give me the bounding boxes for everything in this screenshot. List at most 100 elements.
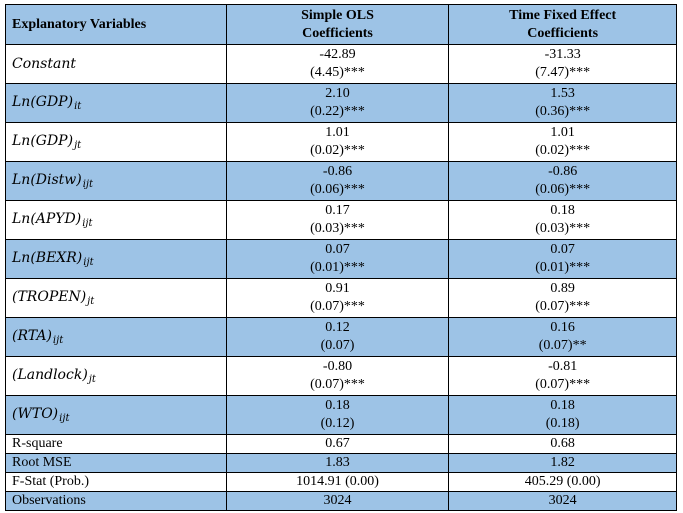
table-row: (RTA)ijt 0.12 (0.07) 0.16 (0.07)** [5,317,677,357]
variable-name: Constant [12,55,76,72]
header-simple-ols-line1: Simple OLS [301,7,374,23]
variable-subscript: jt [74,140,82,151]
header-time-fixed-effect: Time Fixed Effect Coefficients [448,4,677,45]
time-fixed-effect-cell: 0.16 (0.07)** [448,317,677,357]
variable-label-cell: Ln(GDP)jt [5,122,227,162]
time-fixed-effect-std-error: (0.06)*** [535,182,591,197]
time-fixed-effect-coefficient: -0.81 [548,359,578,374]
header-simple-ols-line2: Coefficients [302,25,373,41]
time-fixed-effect-std-error: (0.01)*** [535,260,591,275]
simple-ols-coefficient: -42.89 [319,47,356,62]
time-fixed-effect-cell: 0.18 (0.03)*** [448,200,677,240]
time-fixed-effect-stat: 3024 [448,491,677,511]
simple-ols-coefficient: 0.07 [325,242,350,257]
variable-subscript: ijt [52,335,64,346]
variable-label: (Landlock)jt [12,367,96,385]
simple-ols-stat: 0.67 [225,434,450,454]
simple-ols-cell: 0.18 (0.12) [225,395,450,435]
time-fixed-effect-cell: -31.33 (7.47)*** [448,44,677,84]
variable-name: (TROPEN) [12,289,87,305]
variable-label: Ln(GDP)it [12,94,82,112]
simple-ols-coefficient: 2.10 [325,86,350,101]
variable-label: Constant [12,56,76,72]
variable-label: Ln(Distw)ijt [12,172,94,190]
simple-ols-cell: 0.17 (0.03)*** [225,200,450,240]
variable-name: Ln(BEXR) [12,250,83,266]
variable-name: Ln(APYD) [12,211,82,227]
simple-ols-stat: 1.83 [225,453,450,473]
table-row: Ln(BEXR)ijt 0.07 (0.01)*** 0.07 (0.01)*** [5,239,677,279]
simple-ols-cell: -0.80 (0.07)*** [225,356,450,396]
table-row: Constant -42.89 (4.45)*** -31.33 (7.47)*** [5,44,677,84]
variable-subscript: ijt [59,413,70,424]
variable-label-cell: Ln(BEXR)ijt [5,239,227,279]
simple-ols-std-error: (4.45)*** [310,65,365,80]
time-fixed-effect-coefficient: 1.01 [550,125,575,140]
variable-name: Ln(GDP) [12,94,74,110]
variable-name: Ln(Distw) [12,172,82,188]
simple-ols-coefficient: 0.17 [325,203,350,218]
variable-subscript: jt [88,374,96,385]
variable-subscript: ijt [82,179,94,190]
stat-label: Observations [5,491,227,511]
table-body: Constant -42.89 (4.45)*** -31.33 (7.47)*** Ln… [5,44,677,511]
time-fixed-effect-std-error: (0.36)*** [535,104,591,119]
stat-row: Observations 3024 3024 [5,491,677,511]
simple-ols-std-error: (0.12) [320,416,355,431]
variable-label-cell: (TROPEN)jt [5,278,227,318]
simple-ols-std-error: (0.01)*** [310,260,365,275]
variable-label: (RTA)ijt [12,328,64,346]
header-simple-ols: Simple OLS Coefficients [225,4,450,45]
time-fixed-effect-cell: -0.86 (0.06)*** [448,161,677,201]
stat-label: F-Stat (Prob.) [5,472,227,492]
regression-results-table: Explanatory Variables Simple OLS Coeffic… [5,4,677,511]
time-fixed-effect-coefficient: 0.18 [550,398,575,413]
simple-ols-std-error: (0.03)*** [310,221,365,236]
time-fixed-effect-std-error: (7.47)*** [535,65,591,80]
variable-label: Ln(BEXR)ijt [12,250,94,268]
time-fixed-effect-std-error: (0.02)*** [535,143,591,158]
simple-ols-coefficient: 1.01 [325,125,350,140]
variable-subscript: it [74,101,82,112]
simple-ols-std-error: (0.06)*** [310,182,365,197]
stat-row: Root MSE 1.83 1.82 [5,453,677,473]
time-fixed-effect-cell: 0.07 (0.01)*** [448,239,677,279]
variable-label-cell: Ln(GDP)it [5,83,227,123]
variable-name: (Landlock) [12,367,88,383]
simple-ols-coefficient: -0.80 [322,359,353,374]
table-row: (WTO)ijt 0.18 (0.12) 0.18 (0.18) [5,395,677,435]
time-fixed-effect-cell: 0.18 (0.18) [448,395,677,435]
variable-name: (WTO) [12,406,59,422]
table-row: Ln(GDP)it 2.10 (0.22)*** 1.53 (0.36)*** [5,83,677,123]
time-fixed-effect-std-error: (0.03)*** [535,221,591,236]
variable-label-cell: Ln(Distw)ijt [5,161,227,201]
simple-ols-cell: 2.10 (0.22)*** [225,83,450,123]
time-fixed-effect-cell: 1.01 (0.02)*** [448,122,677,162]
time-fixed-effect-stat: 405.29 (0.00) [448,472,677,492]
time-fixed-effect-cell: 1.53 (0.36)*** [448,83,677,123]
table-row: Ln(GDP)jt 1.01 (0.02)*** 1.01 (0.02)*** [5,122,677,162]
variable-label: (WTO)ijt [12,406,70,424]
simple-ols-coefficient: -0.86 [322,164,353,179]
table-row: (Landlock)jt -0.80 (0.07)*** -0.81 (0.07)*** [5,356,677,396]
header-tfe-line1: Time Fixed Effect [509,7,617,23]
simple-ols-cell: 0.07 (0.01)*** [225,239,450,279]
variable-subscript: ijt [83,257,94,268]
stat-label: Root MSE [5,453,227,473]
variable-name: (RTA) [12,328,52,344]
stat-row: F-Stat (Prob.) 1014.91 (0.00) 405.29 (0.00… [5,472,677,492]
variable-subscript: jt [87,296,95,307]
time-fixed-effect-cell: 0.89 (0.07)*** [448,278,677,318]
simple-ols-std-error: (0.22)*** [310,104,365,119]
simple-ols-coefficient: 0.18 [325,398,350,413]
simple-ols-stat: 1014.91 (0.00) [225,472,450,492]
time-fixed-effect-coefficient: -0.86 [548,164,578,179]
stat-row: R-square 0.67 0.68 [5,434,677,454]
simple-ols-cell: 1.01 (0.02)*** [225,122,450,162]
simple-ols-std-error: (0.07)*** [310,299,365,314]
time-fixed-effect-std-error: (0.07)** [538,338,587,353]
time-fixed-effect-coefficient: 0.89 [550,281,575,296]
variable-label-cell: (RTA)ijt [5,317,227,357]
table-row: Ln(APYD)ijt 0.17 (0.03)*** 0.18 (0.03)*** [5,200,677,240]
simple-ols-cell: 0.12 (0.07) [225,317,450,357]
